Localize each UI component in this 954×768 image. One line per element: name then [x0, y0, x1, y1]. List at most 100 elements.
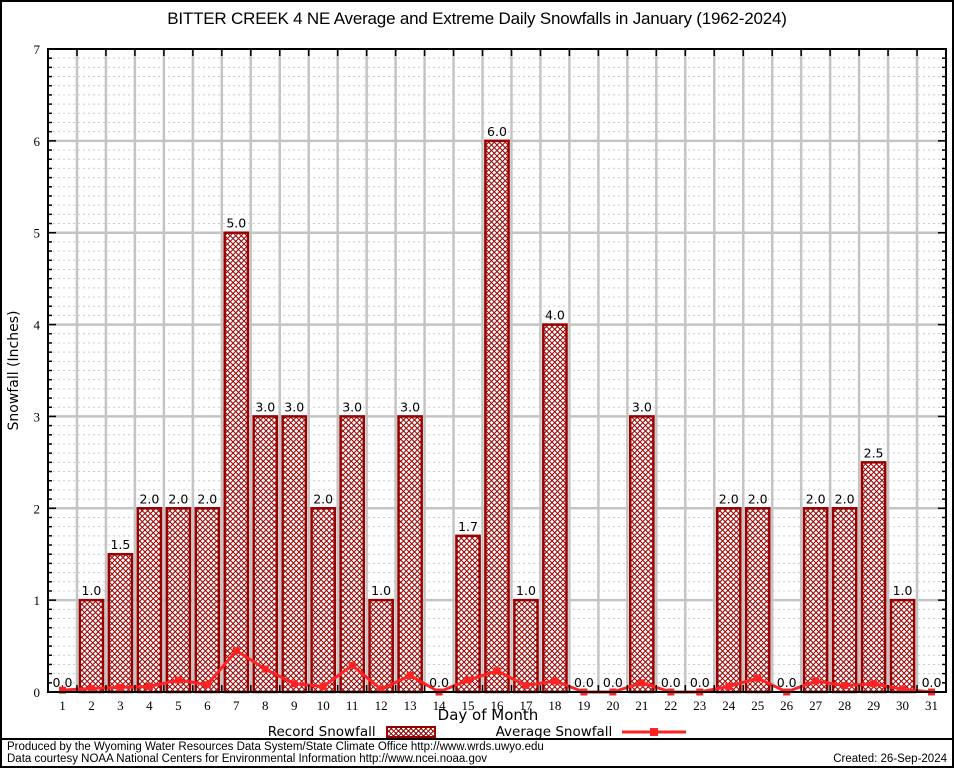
x-tick-label: 31 — [925, 698, 938, 713]
x-tick-label: 24 — [722, 698, 736, 713]
x-tick-label: 20 — [606, 698, 619, 713]
record-snowfall-bar — [107, 552, 134, 694]
y-tick-label: 1 — [34, 593, 41, 608]
bar-value-label: 0.0 — [603, 675, 623, 690]
x-tick-label: 10 — [317, 698, 330, 713]
x-tick-label: 28 — [838, 698, 851, 713]
bar-value-label: 2.5 — [864, 445, 884, 460]
record-snowfall-bar — [744, 507, 771, 694]
bar-value-label: 0.0 — [429, 675, 449, 690]
average-snowfall-point — [290, 680, 298, 688]
average-snowfall-point — [174, 676, 182, 684]
record-snowfall-bar — [165, 507, 192, 694]
x-tick-label: 9 — [291, 698, 298, 713]
x-tick-label: 27 — [809, 698, 823, 713]
record-snowfall-bar — [397, 415, 423, 694]
bar-value-label: 1.0 — [893, 583, 913, 598]
average-snowfall-point — [464, 676, 472, 684]
x-tick-label: 5 — [175, 698, 182, 713]
bar-value-label: 0.0 — [690, 675, 710, 690]
average-snowfall-swatch — [622, 727, 687, 736]
bar-value-label: 0.0 — [574, 675, 594, 690]
x-tick-label: 21 — [635, 698, 648, 713]
y-tick-label: 2 — [34, 501, 41, 516]
record-snowfall-bar — [78, 598, 105, 694]
record-snowfall-bar — [252, 415, 279, 694]
average-snowfall-point — [870, 680, 878, 688]
x-tick-label: 7 — [233, 698, 240, 713]
bar-value-label: 4.0 — [545, 308, 565, 323]
chart-title: BITTER CREEK 4 NE Average and Extreme Da… — [167, 9, 787, 28]
snowfall-chart-plot: 0.0 1.0 1.5 2.0 2.0 2.0 5.0 3.0 3.0 2.0 3.0 1.0 3.0 0… — [6, 42, 947, 713]
average-snowfall-point — [899, 685, 907, 693]
y-tick-label: 0 — [34, 685, 41, 700]
record-snowfall-swatch — [385, 725, 436, 738]
x-axis-label: Day of Month — [437, 706, 539, 724]
y-axis-label: Snowfall (Inches) — [6, 311, 22, 431]
average-snowfall-point — [203, 681, 211, 689]
record-snowfall-bar — [542, 323, 568, 694]
x-tick-label: 1 — [59, 698, 66, 713]
record-snowfall-bar — [194, 507, 221, 694]
legend-label-record-snowfall: Record Snowfall — [267, 723, 376, 740]
record-snowfall-bar — [889, 598, 916, 694]
bar-value-label: 2.0 — [719, 491, 739, 506]
x-tick-label: 15 — [462, 698, 475, 713]
bar-value-label: 2.0 — [806, 491, 826, 506]
record-snowfall-bar — [339, 415, 365, 694]
record-snowfall-bar — [136, 507, 163, 694]
legend-line-marker-icon — [650, 727, 659, 736]
bar-value-label: 1.5 — [110, 537, 130, 552]
record-snowfall-bar — [484, 139, 510, 694]
bar-value-label: 6.0 — [487, 124, 507, 139]
x-tick-label: 11 — [346, 698, 359, 713]
average-snowfall-point — [377, 685, 385, 693]
average-snowfall-point — [348, 661, 356, 669]
bar-value-label: 3.0 — [632, 399, 652, 414]
bar-value-label: 1.0 — [371, 583, 391, 598]
x-tick-label: 12 — [375, 698, 388, 713]
bar-value-label: 5.0 — [226, 216, 246, 231]
bar-value-label: 3.0 — [342, 399, 362, 414]
footer-produced-by: Produced by the Wyoming Water Resources … — [7, 741, 544, 753]
bar-value-label: 3.0 — [255, 399, 275, 414]
bar-value-label: 3.0 — [284, 399, 304, 414]
footer-created-date: Created: 26-Sep-2024 — [833, 753, 947, 765]
bar-value-label: 0.0 — [661, 675, 681, 690]
x-tick-label: 13 — [404, 698, 417, 713]
bar-value-label: 2.0 — [168, 491, 188, 506]
x-tick-label: 17 — [519, 698, 533, 713]
average-snowfall-point — [319, 682, 327, 690]
bar-value-label: 2.0 — [139, 491, 159, 506]
average-snowfall-point — [638, 679, 646, 687]
x-tick-label: 18 — [548, 698, 561, 713]
record-snowfall-bar — [455, 534, 481, 694]
x-tick-label: 8 — [262, 698, 269, 713]
plot-border — [47, 48, 947, 693]
bar-value-label: 1.0 — [82, 583, 102, 598]
y-tick-label: 4 — [34, 318, 41, 333]
average-snowfall-point — [725, 682, 733, 690]
bar-value-label: 1.7 — [458, 519, 478, 534]
legend-label-average-snowfall: Average Snowfall — [495, 723, 613, 740]
x-tick-label: 14 — [433, 698, 447, 713]
y-tick-label: 6 — [34, 134, 41, 149]
record-snowfall-bar — [281, 415, 308, 694]
x-tick-label: 29 — [867, 698, 880, 713]
x-tick-label: 19 — [577, 698, 590, 713]
x-tick-label: 2 — [88, 698, 95, 713]
bar-value-label: 0.0 — [922, 675, 942, 690]
x-tick-label: 6 — [204, 698, 211, 713]
record-snowfall-bar — [802, 507, 829, 694]
record-snowfall-bar — [715, 507, 742, 694]
footer-data-courtesy: Data courtesy NOAA National Centers for … — [7, 753, 488, 765]
bar-value-label: 0.0 — [777, 675, 797, 690]
y-tick-label: 7 — [34, 42, 41, 57]
average-snowfall-point — [493, 667, 501, 675]
average-snowfall-point — [232, 647, 240, 655]
footer: Produced by the Wyoming Water Resources … — [2, 738, 952, 766]
bar-value-label: 2.0 — [197, 491, 217, 506]
x-tick-label: 16 — [491, 698, 505, 713]
record-snowfall-bar — [513, 598, 539, 694]
